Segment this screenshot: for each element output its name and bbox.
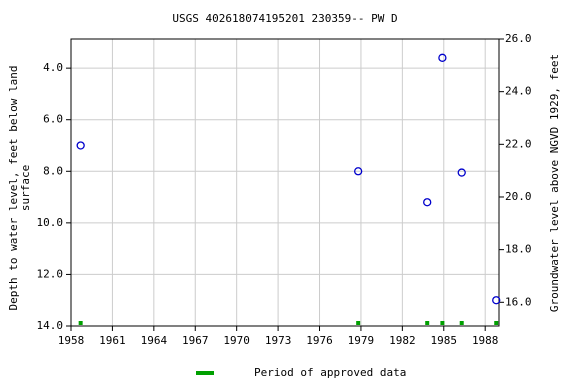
x-tick-label: 1958 xyxy=(58,334,85,347)
legend-swatch xyxy=(196,371,214,375)
point xyxy=(492,296,501,305)
approved-marker xyxy=(425,321,430,325)
plot-frame xyxy=(70,38,500,327)
y-axis-label-line: surface xyxy=(19,165,32,211)
y-tick-label: 10.0 xyxy=(37,216,64,229)
y2-tick-label: 24.0 xyxy=(505,85,532,98)
y2-axis-label: Groundwater level above NGVD 1929, feet xyxy=(548,54,561,312)
approved-marker xyxy=(356,321,361,325)
y2-tick-label: 22.0 xyxy=(505,137,532,150)
approved-marker xyxy=(459,321,464,325)
y2-tick-label: 16.0 xyxy=(505,295,532,308)
chart-title: USGS 402618074195201 230359-- PW D xyxy=(172,12,397,25)
x-tick-label: 1985 xyxy=(431,334,458,347)
x-tick-label: 1967 xyxy=(182,334,209,347)
x-tick-label: 1961 xyxy=(99,334,126,347)
y-tick-label: 4.0 xyxy=(43,61,63,74)
y-tick-label: 6.0 xyxy=(43,113,63,126)
point xyxy=(354,167,363,176)
point xyxy=(457,168,466,177)
x-tick-label: 1976 xyxy=(306,334,333,347)
x-tick-label: 1970 xyxy=(223,334,250,347)
point xyxy=(76,141,85,150)
point xyxy=(423,198,432,207)
y-tick-label: 12.0 xyxy=(37,267,64,280)
approved-marker xyxy=(494,321,499,325)
x-tick-label: 1973 xyxy=(265,334,292,347)
x-tick-label: 1979 xyxy=(348,334,375,347)
approved-marker xyxy=(78,321,83,325)
y-axis-label: Depth to water level, feet below landsur… xyxy=(7,65,32,310)
y-axis-label-line: Depth to water level, feet below land xyxy=(7,65,20,310)
x-tick-label: 1982 xyxy=(389,334,416,347)
y2-tick-label: 20.0 xyxy=(505,190,532,203)
y2-tick-label: 18.0 xyxy=(505,243,532,256)
point xyxy=(438,53,447,62)
y2-tick-label: 26.0 xyxy=(505,32,532,45)
y-tick-label: 14.0 xyxy=(37,319,64,332)
approved-marker xyxy=(440,321,445,325)
legend-label: Period of approved data xyxy=(254,366,406,379)
x-tick-label: 1964 xyxy=(141,334,168,347)
y-tick-label: 8.0 xyxy=(43,164,63,177)
x-tick-label: 1988 xyxy=(472,334,499,347)
